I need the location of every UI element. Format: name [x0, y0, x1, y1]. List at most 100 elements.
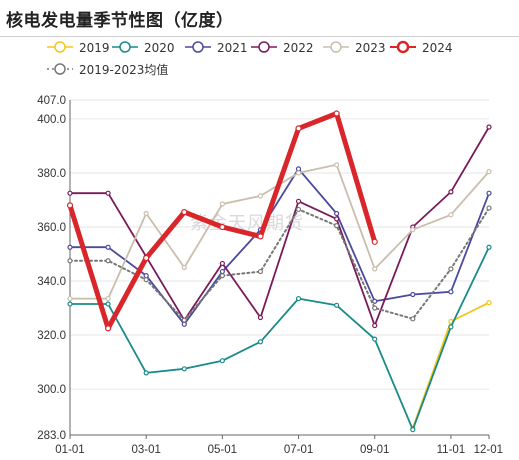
- data-point-2020: [105, 301, 111, 307]
- legend-swatch-marker: [54, 41, 66, 53]
- data-point-2021: [143, 273, 149, 279]
- data-point-2019-2023均值: [372, 305, 378, 311]
- data-point-2019-2023均值: [410, 316, 416, 322]
- series-line-2020: [69, 246, 490, 431]
- x-tick-label: 03-01: [131, 444, 160, 456]
- y-tick-label: 360.0: [37, 222, 66, 234]
- data-point-2021: [486, 190, 492, 196]
- chart-title: 核电发电量季节性图（亿度）: [6, 11, 234, 31]
- y-tick-label: 400.0: [37, 114, 66, 126]
- data-point-2020: [67, 301, 73, 307]
- legend-label: 2019-2023均值: [79, 62, 168, 77]
- data-point-2022: [67, 190, 73, 196]
- data-point-2020: [143, 370, 149, 376]
- legend-label: 2019: [79, 41, 110, 55]
- data-point-2024: [104, 325, 112, 332]
- data-point-2023: [105, 295, 111, 302]
- legend: 2019 2020 2021 2022 2023 2024 2019-2023均值: [47, 40, 453, 77]
- series-line-2019-2023均值: [69, 207, 490, 322]
- data-point-2019-2023均值: [105, 258, 111, 264]
- data-point-2022: [295, 198, 302, 204]
- data-point-2020: [372, 336, 378, 342]
- data-point-2024: [371, 238, 378, 245]
- legend-item-2022[interactable]: 2022: [251, 41, 314, 55]
- y-tick-label: 300.0: [37, 384, 66, 396]
- data-point-2023: [410, 227, 416, 233]
- legend-swatch-marker: [192, 41, 204, 53]
- data-point-2023: [181, 264, 187, 271]
- data-point-2020: [334, 302, 340, 308]
- y-tick-label: 320.0: [37, 330, 66, 342]
- legend-label: 2023: [355, 41, 386, 55]
- data-point-2024: [219, 223, 226, 231]
- legend-swatch-marker: [258, 41, 270, 53]
- data-point-2021: [67, 244, 73, 250]
- legend-label: 2021: [217, 41, 248, 55]
- data-point-2020: [448, 324, 454, 330]
- legend-swatch-marker: [54, 63, 66, 75]
- data-point-2024: [143, 254, 150, 262]
- watermark-text: 紫金天风期货: [190, 213, 304, 234]
- x-tick-label: 05-01: [208, 444, 237, 456]
- x-tick-label: 01-01: [55, 444, 84, 456]
- data-point-2024: [295, 125, 302, 132]
- series-2024: [66, 110, 378, 332]
- data-point-2019-2023均值: [67, 258, 73, 264]
- legend-swatch-marker: [119, 41, 131, 53]
- data-point-2020: [486, 244, 492, 250]
- data-point-2023: [295, 170, 302, 176]
- series-line-2022: [69, 126, 490, 327]
- data-point-2023: [143, 210, 149, 217]
- data-point-2019-2023均值: [143, 277, 149, 283]
- data-point-2020: [410, 426, 416, 433]
- data-point-2020: [257, 339, 264, 345]
- legend-swatch-marker: [330, 41, 342, 53]
- data-point-2022: [219, 260, 225, 267]
- data-point-2019-2023均值: [181, 317, 187, 323]
- data-point-2019-2023均值: [219, 273, 225, 279]
- data-point-2023: [486, 168, 492, 175]
- x-tick-label: 11-01: [437, 444, 466, 456]
- data-point-2019-2023均值: [257, 268, 264, 275]
- data-point-2022: [486, 124, 492, 130]
- legend-item-2019-2023均值[interactable]: 2019-2023均值: [47, 62, 168, 77]
- series-2019: [410, 300, 492, 431]
- data-point-2024: [333, 110, 340, 117]
- data-point-2023: [334, 162, 340, 168]
- data-point-2021: [295, 166, 302, 172]
- legend-item-2023[interactable]: 2023: [323, 41, 386, 55]
- data-point-2022: [372, 322, 378, 329]
- data-point-2019-2023均值: [448, 266, 454, 272]
- x-tick-label: 12-01: [474, 444, 503, 456]
- data-point-2022: [257, 314, 264, 321]
- data-point-2020: [219, 358, 225, 364]
- data-point-2021: [410, 291, 416, 298]
- series-2019-2023均值: [67, 205, 492, 323]
- legend-item-2020[interactable]: 2020: [112, 41, 175, 55]
- data-point-2023: [257, 193, 264, 199]
- y-tick-label: 283.0: [37, 430, 66, 442]
- data-point-2024: [257, 233, 264, 240]
- data-point-2024: [66, 202, 74, 209]
- legend-item-2024[interactable]: 2024: [390, 40, 453, 55]
- legend-swatch-marker: [396, 40, 410, 54]
- data-point-2023: [219, 201, 225, 207]
- x-tick-label: 07-01: [284, 444, 313, 456]
- y-tick-label: 340.0: [37, 276, 66, 288]
- data-point-2019: [486, 300, 492, 306]
- data-point-2021: [105, 244, 111, 250]
- data-point-2021: [219, 268, 225, 275]
- legend-item-2021[interactable]: 2021: [185, 41, 248, 55]
- data-point-2020: [181, 366, 187, 372]
- data-point-2024: [181, 209, 188, 216]
- legend-item-2019[interactable]: 2019: [47, 41, 110, 55]
- data-point-2021: [334, 210, 340, 217]
- grid: [70, 99, 489, 436]
- data-point-2019-2023均值: [334, 223, 340, 229]
- data-point-2020: [295, 295, 302, 302]
- data-point-2021: [181, 321, 187, 327]
- data-point-2022: [448, 189, 454, 195]
- data-point-2023: [67, 295, 73, 302]
- axes: 283.0 300.0 320.0 340.0 360.0 380.0 400.0 407.0…: [37, 95, 503, 456]
